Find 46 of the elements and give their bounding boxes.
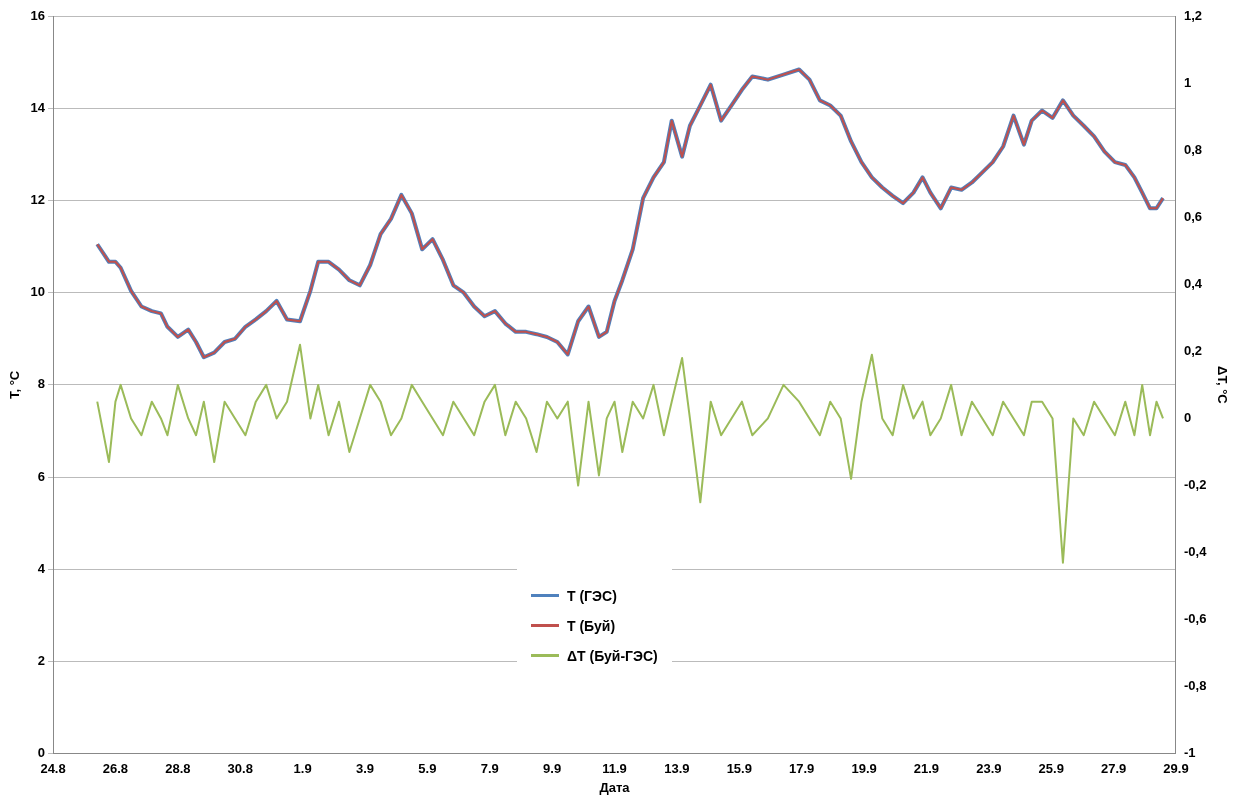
x-tick-label: 25.9: [1038, 761, 1064, 777]
y2-axis-title: ΔT, °C: [1214, 366, 1230, 405]
y2-tick-label: 1: [1184, 74, 1192, 90]
legend-label: ΔT (Буй-ГЭС): [567, 647, 658, 664]
x-tick-label: 27.9: [1100, 761, 1127, 777]
x-tick-label: 26.8: [102, 761, 129, 777]
x-tick-label: 30.8: [227, 761, 253, 777]
legend-label: T (ГЭС): [567, 587, 617, 604]
y-tick-label: 2: [37, 653, 46, 669]
y2-tick-label: 1,2: [1184, 7, 1203, 23]
x-tick-label: 5.9: [418, 761, 437, 777]
legend-label: T (Буй): [567, 617, 616, 634]
y2-tick-label: -0,4: [1184, 544, 1208, 560]
x-tick-label: 11.9: [602, 761, 627, 777]
x-tick-label: 17.9: [789, 761, 815, 777]
y-tick-label: 16: [30, 7, 46, 23]
y2-tick-label: -1: [1184, 745, 1196, 761]
y-tick-label: 10: [30, 284, 46, 300]
x-tick-label: 19.9: [851, 761, 877, 777]
x-axis-title: Дата: [599, 779, 631, 795]
x-tick-label: 13.9: [664, 761, 690, 777]
x-tick-label: 23.9: [976, 761, 1002, 777]
y-tick-label: 6: [37, 468, 46, 484]
y2-tick-label: 0,6: [1184, 208, 1203, 224]
x-tick-label: 24.8: [40, 761, 66, 777]
y-tick-label: 4: [37, 560, 46, 576]
y-tick-label: 14: [30, 99, 46, 115]
y-tick-label: 12: [30, 192, 46, 208]
x-tick-label: 15.9: [726, 761, 752, 777]
y-tick-label: 8: [37, 376, 46, 392]
y2-tick-label: 0,4: [1184, 275, 1203, 291]
y2-tick-label: -0,2: [1184, 477, 1207, 493]
x-tick-label: 28.8: [165, 761, 191, 777]
y2-tick-label: 0: [1184, 410, 1192, 426]
y2-tick-label: 0,8: [1184, 141, 1203, 157]
y-axis-title: T, °C: [7, 370, 23, 400]
x-tick-label: 1.9: [293, 761, 312, 777]
x-tick-label: 29.9: [1163, 761, 1189, 777]
x-tick-label: 21.9: [913, 761, 940, 777]
x-tick-label: 7.9: [480, 761, 499, 777]
x-tick-label: 9.9: [543, 761, 562, 777]
y2-tick-label: 0,2: [1184, 342, 1203, 358]
y2-tick-label: -0,6: [1184, 611, 1207, 627]
y-tick-label: 0: [37, 745, 46, 761]
x-tick-label: 3.9: [355, 761, 375, 777]
y2-tick-label: -0,8: [1184, 678, 1207, 694]
